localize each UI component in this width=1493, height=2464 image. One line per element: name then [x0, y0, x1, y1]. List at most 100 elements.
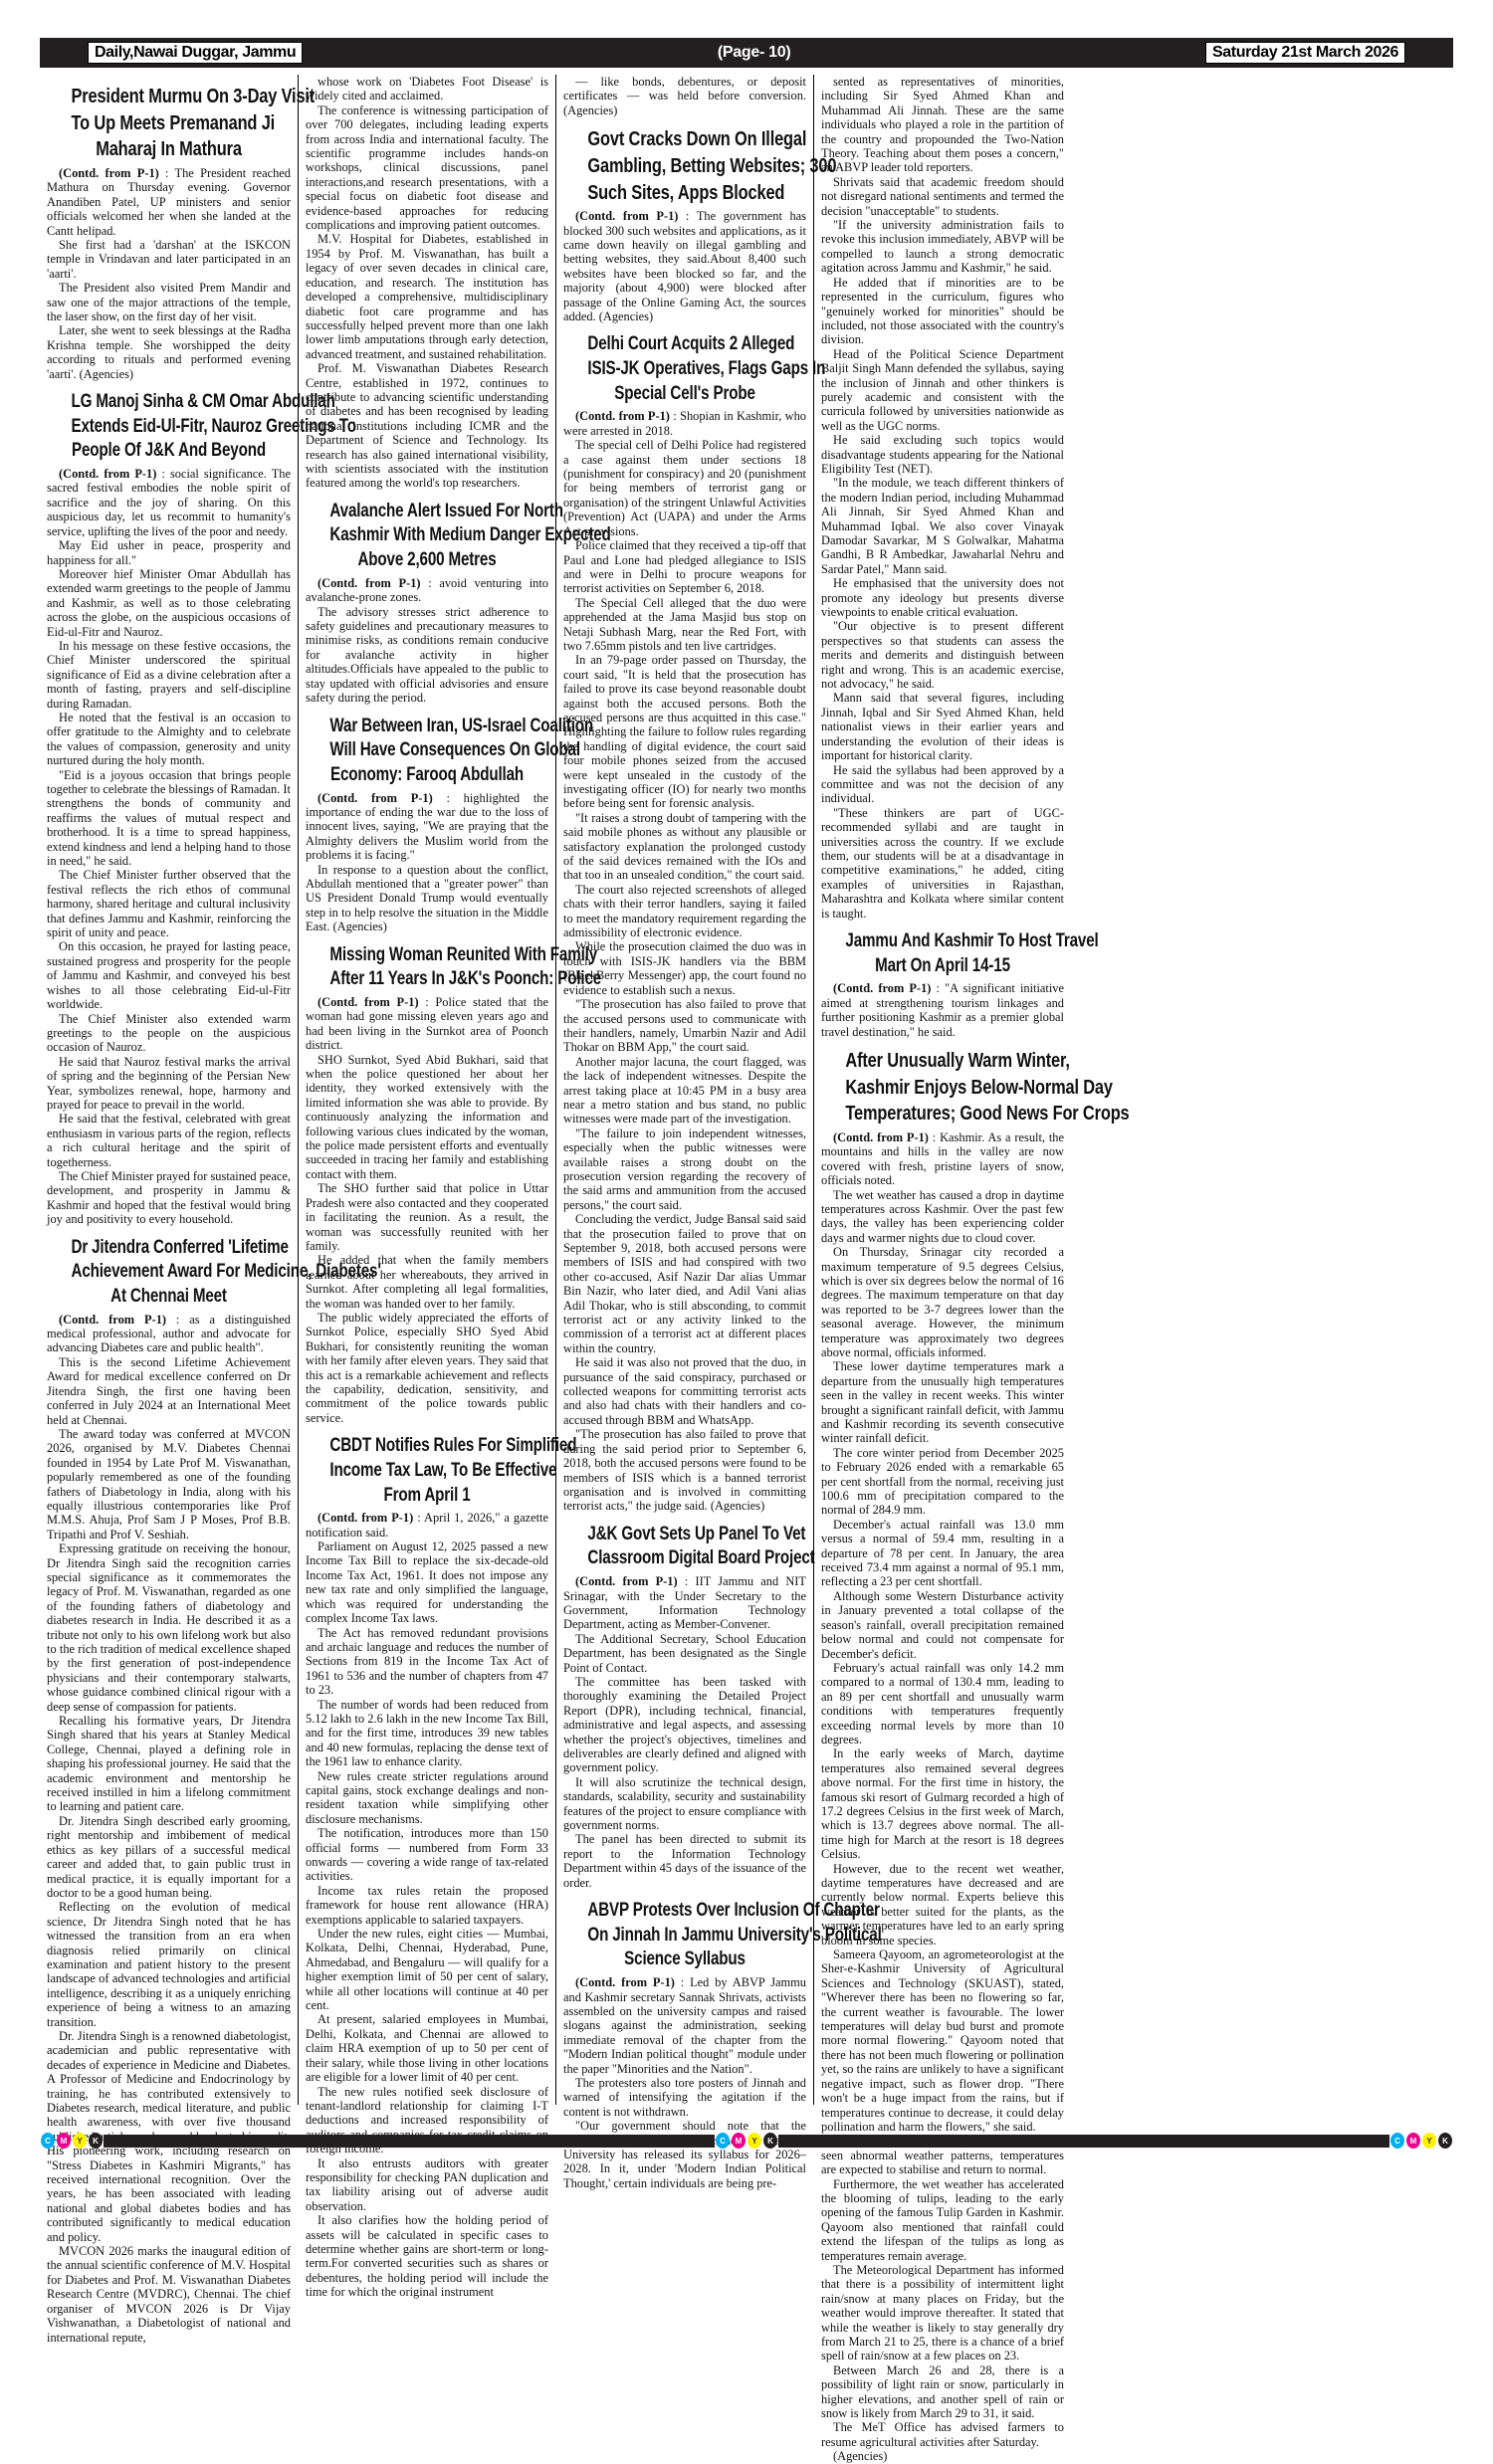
article-paragraph: (Contd. from P-1) : The government has b… — [563, 209, 807, 323]
headline-line: Govt Cracks Down On Illegal — [587, 127, 807, 151]
cmyk-registration-strip: C M Y K C M Y K C M Y K — [40, 2130, 1453, 2152]
article-paragraph: The advisory stresses strict adherence t… — [306, 604, 548, 706]
contd-marker: (Contd. from P-1) — [318, 1511, 414, 1526]
article-paragraph: "Eid is a joyous occasion that brings pe… — [47, 767, 291, 869]
article-paragraph: The special cell of Delhi Police had reg… — [563, 438, 806, 538]
article-paragraph: This is the second Lifetime Achievement … — [47, 1354, 291, 1427]
article-headline: LG Manoj Sinha & CM Omar Abdullah Extends… — [47, 390, 357, 464]
article-paragraph: The award today was conferred at MVCON 2… — [47, 1426, 291, 1541]
article-paragraph: The public widely appreciated the effort… — [306, 1310, 548, 1425]
article-paragraph: New rules create stricter regulations ar… — [306, 1768, 548, 1826]
column-4: sented as representatives of minorities,… — [813, 75, 1130, 2463]
article: War Between Iran, US-Israel Coalition Wil… — [306, 715, 593, 934]
headline-line: At Chennai Meet — [110, 1285, 227, 1307]
article-paragraph: At present, salaried employees in Mumbai… — [306, 2012, 548, 2085]
article-headline: Dr Jitendra Conferred 'Lifetime Achieveme… — [47, 1236, 381, 1310]
headline-line: To Up Meets Premanand Ji — [71, 110, 276, 134]
newspaper-page: Daily,Nawai Duggar, Jammu (Page- 10) Sat… — [40, 38, 1453, 2463]
headline-line: ISIS-JK Operatives, Flags Gaps In — [587, 358, 826, 380]
headline-line: President Murmu On 3-Day Visit — [71, 85, 316, 107]
article: sented as representatives of minorities,… — [821, 75, 1064, 921]
cyan-dot: C — [716, 2133, 730, 2149]
contd-marker: (Contd. from P-1) — [59, 467, 157, 482]
yellow-dot: Y — [747, 2133, 761, 2149]
headline-line: On Jinnah In Jammu University's Politica… — [587, 1924, 882, 1946]
headline-line: Avalanche Alert Issued For North — [329, 500, 563, 521]
article-headline: Jammu And Kashmir To Host Travel Mart On … — [821, 929, 1098, 978]
contd-marker: (Contd. from P-1) — [833, 981, 932, 996]
headline-line: Temperatures; Good News For Crops — [845, 1102, 1130, 1126]
masthead-left: Daily,Nawai Duggar, Jammu — [88, 42, 304, 64]
headline-line: Above 2,600 Metres — [357, 549, 497, 571]
headline-line: Classroom Digital Board Project — [587, 1547, 815, 1569]
article-paragraph: Parliament on August 12, 2025 passed a n… — [306, 1540, 548, 1626]
article-paragraph: In his message on these festive occasion… — [47, 638, 291, 711]
article-paragraph: (Contd. from P-1) : Kashmir. As a result… — [821, 1129, 1064, 1188]
headline-line: People Of J&K And Beyond — [72, 440, 266, 462]
headline-line: Maharaj In Mathura — [96, 137, 242, 161]
article-paragraph: May Eid usher in peace, prosperity and h… — [47, 538, 291, 567]
article-headline: Delhi Court Acquits 2 Alleged ISIS-JK Ope… — [563, 332, 826, 406]
masthead-bar: Daily,Nawai Duggar, Jammu (Page- 10) Sat… — [40, 38, 1453, 68]
headline-line: Gambling, Betting Websites; 300 — [587, 153, 837, 177]
article-headline: ABVP Protests Over Inclusion Of Chapter O… — [563, 1899, 882, 1972]
yellow-dot: Y — [1422, 2133, 1436, 2149]
article: LG Manoj Sinha & CM Omar Abdullah Extends… — [47, 390, 357, 1227]
headline-line: Missing Woman Reunited With Family — [329, 943, 598, 965]
reg-bar-left — [104, 2134, 715, 2148]
article: Dr Jitendra Conferred 'Lifetime Achieveme… — [47, 1236, 381, 2345]
article-paragraph: In the early weeks of March, daytime tem… — [821, 1746, 1064, 1862]
article-paragraph: whose work on 'Diabetes Foot Disease' is… — [306, 75, 548, 103]
article-paragraph: Recalling his formative years, Dr Jitend… — [47, 1714, 291, 1814]
reg-dots-mid: C M Y K — [715, 2133, 778, 2149]
article-paragraph: He said excluding such topics would disa… — [821, 433, 1064, 476]
article-paragraph: He added that when the family members le… — [306, 1253, 548, 1311]
headline-line: Mart On April 14-15 — [875, 954, 1010, 976]
contd-marker: (Contd. from P-1) — [318, 790, 433, 805]
article-paragraph: Police claimed that they received a tip-… — [563, 538, 806, 596]
article-paragraph: sented as representatives of minorities,… — [821, 75, 1064, 175]
black-dot: K — [1438, 2133, 1452, 2149]
article-paragraph: Later, she went to seek blessings at the… — [47, 323, 291, 381]
article-paragraph: The core winter period from December 202… — [821, 1445, 1064, 1518]
headline-line: ABVP Protests Over Inclusion Of Chapter — [587, 1900, 880, 1922]
page-number-label: (Page- 10) — [717, 44, 791, 61]
article-paragraph: Moreover hief Minister Omar Abdullah has… — [47, 566, 291, 639]
article-paragraph: "Our objective is to present different p… — [821, 619, 1064, 692]
publication-name: Daily,Nawai Duggar, Jammu — [88, 42, 304, 64]
headline-line: Achievement Award For Medicine, Diabetes… — [71, 1261, 381, 1283]
article-paragraph: The Act has removed redundant provisions… — [306, 1625, 548, 1698]
article-paragraph: It will also scrutinize the technical de… — [563, 1774, 806, 1833]
article-paragraph: The MeT Office has advised farmers to re… — [821, 2420, 1064, 2449]
article-paragraph: (Agencies) — [833, 2449, 888, 2464]
magenta-dot: M — [57, 2133, 71, 2149]
article: After Unusually Warm Winter, Kashmir Enjo… — [821, 1048, 1130, 2464]
article: Missing Woman Reunited With Family After … — [306, 943, 601, 1426]
article-paragraph: The Additional Secretary, School Educati… — [563, 1631, 806, 1675]
article-paragraph: It also clarifies how the holding period… — [306, 2213, 548, 2300]
column-1: President Murmu On 3-Day Visit To Up Meet… — [40, 75, 381, 2345]
article-headline: After Unusually Warm Winter, Kashmir Enjo… — [821, 1048, 1130, 1128]
column-2: whose work on 'Diabetes Foot Disease' is… — [298, 75, 611, 2299]
headline-line: Will Have Consequences On Global — [329, 739, 580, 761]
cyan-dot: C — [41, 2133, 55, 2149]
article-paragraph: (Contd. from P-1) : April 1, 2026," a ga… — [306, 1511, 549, 1540]
article-paragraph: SHO Surnkot, Syed Abid Bukhari, said tha… — [306, 1052, 548, 1181]
article-paragraph: Concluding the verdict, Judge Bansal sai… — [563, 1212, 806, 1355]
reg-bar-right — [778, 2134, 1389, 2148]
article-paragraph: Another major lacuna, the court flagged,… — [563, 1054, 806, 1127]
article-columns: President Murmu On 3-Day Visit To Up Meet… — [40, 75, 1453, 2463]
article-paragraph: The Chief Minister also extended warm gr… — [47, 1011, 291, 1055]
article-paragraph: He added that if minorities are to be re… — [821, 275, 1064, 347]
article-paragraph: Reflecting on the evolution of medical s… — [47, 1900, 291, 2029]
contd-marker: (Contd. from P-1) — [318, 995, 419, 1009]
headline-line: Income Tax Law, To Be Effective — [329, 1459, 557, 1481]
article-paragraph: The SHO further said that police in Utta… — [306, 1181, 548, 1253]
article-paragraph: He emphasised that the university does n… — [821, 576, 1064, 620]
article: J&K Govt Sets Up Panel To Vet Classroom D… — [563, 1523, 815, 1890]
article-paragraph: February's actual rainfall was only 14.2… — [821, 1660, 1064, 1746]
article-paragraph: It also entrusts auditors with greater r… — [306, 2156, 548, 2213]
article-paragraph: (Contd. from P-1) : "A significant initi… — [821, 981, 1064, 1039]
article-paragraph: (Contd. from P-1) : Shopian in Kashmir, … — [563, 409, 806, 438]
